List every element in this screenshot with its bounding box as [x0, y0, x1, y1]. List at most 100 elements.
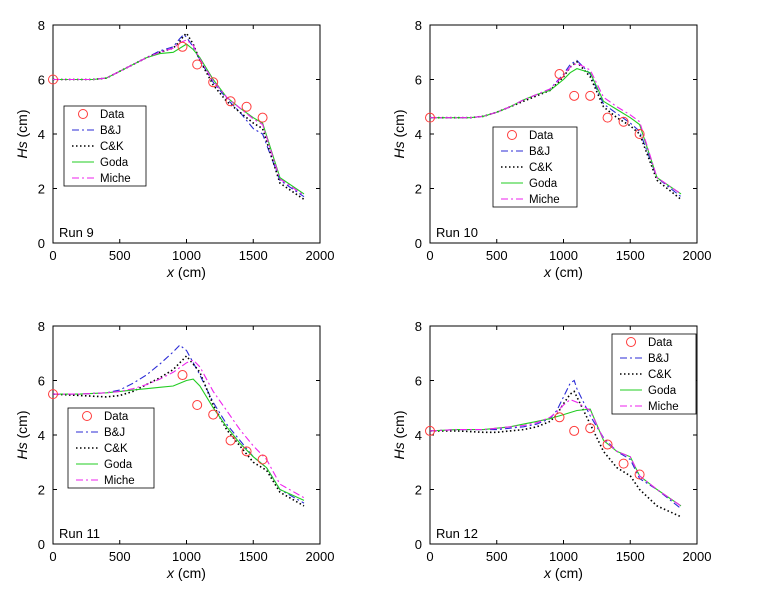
x-tick-label: 2000 — [306, 549, 335, 564]
x-axis-label: x (cm) — [166, 264, 206, 280]
legend-marker-data — [626, 337, 636, 347]
data-point — [225, 96, 236, 107]
y-tick-label: 4 — [415, 127, 422, 142]
data-point — [554, 69, 565, 80]
legend-marker-data — [78, 109, 88, 119]
y-tick-label: 2 — [38, 483, 45, 498]
legend: Data B&J C&K Goda Miche — [492, 126, 578, 208]
x-tick-label: 500 — [109, 248, 131, 263]
x-tick-label: 1000 — [549, 549, 578, 564]
data-point — [425, 425, 435, 436]
y-tick-label: 8 — [38, 18, 45, 33]
legend-label-miche: Miche — [104, 475, 135, 487]
data-point — [192, 400, 203, 411]
y-tick-label: 2 — [415, 483, 422, 498]
x-axis-label-unit: (cm) — [551, 264, 583, 280]
x-axis-label: x (cm) — [543, 264, 583, 280]
series-line-miche — [429, 398, 682, 507]
y-axis-label: Hs (cm) — [391, 410, 407, 459]
data-point — [241, 446, 252, 457]
series-line-bj — [429, 379, 682, 510]
series-line-miche — [53, 359, 305, 499]
x-tick-label: 1500 — [239, 549, 268, 564]
y-tick-label: 0 — [415, 537, 422, 552]
x-tick-label: 1000 — [172, 248, 201, 263]
legend-label-bj: B&J — [104, 427, 125, 439]
legend-label-goda: Goda — [648, 385, 677, 397]
legend: Data B&J C&K Goda Miche — [67, 407, 155, 489]
data-point — [48, 389, 58, 400]
y-axis-label-var: Hs — [14, 141, 30, 158]
x-tick-label: 1000 — [549, 248, 578, 263]
y-tick-label: 4 — [38, 428, 45, 443]
x-tick-label: 1500 — [616, 549, 645, 564]
data-point — [602, 112, 613, 123]
data-point — [425, 112, 435, 123]
series-line-ck — [53, 31, 305, 201]
y-tick-label: 8 — [38, 319, 45, 334]
legend-label-goda: Goda — [529, 178, 558, 190]
x-axis-label-var: x — [543, 264, 552, 280]
y-axis-label: Hs (cm) — [14, 109, 30, 158]
data-point — [192, 59, 203, 70]
data-point — [585, 423, 596, 434]
data-point — [208, 77, 219, 88]
y-tick-label: 6 — [38, 73, 45, 88]
y-axis-label-unit: (cm) — [14, 410, 30, 442]
legend-label-miche: Miche — [529, 194, 560, 206]
data-point — [602, 439, 613, 450]
x-tick-label: 0 — [49, 549, 56, 564]
y-axis-label-var: Hs — [391, 442, 407, 459]
data-point — [618, 116, 629, 127]
data-point — [48, 74, 58, 85]
legend-label-data: Data — [100, 109, 125, 121]
x-tick-label: 1500 — [239, 248, 268, 263]
y-axis-label-unit: (cm) — [391, 410, 407, 442]
legend-label-ck: C&K — [529, 162, 553, 174]
y-tick-label: 2 — [415, 182, 422, 197]
x-tick-label: 500 — [109, 549, 131, 564]
y-tick-label: 8 — [415, 18, 422, 33]
data-point — [177, 41, 188, 52]
y-tick-label: 4 — [415, 428, 422, 443]
legend-label-ck: C&K — [100, 141, 124, 153]
x-tick-label: 1000 — [172, 549, 201, 564]
x-axis-label-var: x — [543, 565, 552, 581]
legend-label-data: Data — [529, 130, 554, 142]
run-label: Run 12 — [436, 526, 478, 541]
legend-label-miche: Miche — [648, 401, 679, 413]
y-axis-label: Hs (cm) — [14, 410, 30, 459]
x-tick-label: 2000 — [306, 248, 335, 263]
x-tick-label: 0 — [426, 549, 433, 564]
x-axis-label-var: x — [166, 264, 175, 280]
legend-label-bj: B&J — [648, 353, 669, 365]
data-point — [225, 435, 236, 446]
data-point — [241, 101, 252, 112]
legend-box — [611, 333, 697, 415]
x-axis-label: x (cm) — [543, 565, 583, 581]
x-tick-label: 1500 — [616, 248, 645, 263]
legend-label-ck: C&K — [648, 369, 672, 381]
x-tick-label: 0 — [426, 248, 433, 263]
data-point — [177, 370, 188, 381]
y-axis-label-unit: (cm) — [391, 109, 407, 141]
legend-label-bj: B&J — [100, 125, 121, 137]
run-label: Run 11 — [59, 526, 100, 541]
x-tick-label: 500 — [486, 549, 508, 564]
y-tick-label: 8 — [415, 319, 422, 334]
legend: Data B&J C&K Goda Miche — [611, 333, 697, 415]
x-axis-label-unit: (cm) — [174, 565, 206, 581]
run-label: Run 10 — [436, 225, 478, 240]
data-point — [569, 425, 580, 436]
legend-label-bj: B&J — [529, 146, 550, 158]
data-point — [257, 112, 268, 123]
x-tick-label: 0 — [49, 248, 56, 263]
legend-box — [492, 126, 578, 208]
x-axis-label-unit: (cm) — [174, 264, 206, 280]
x-axis-label-var: x — [166, 565, 175, 581]
data-point — [634, 129, 645, 139]
y-tick-label: 4 — [38, 127, 45, 142]
